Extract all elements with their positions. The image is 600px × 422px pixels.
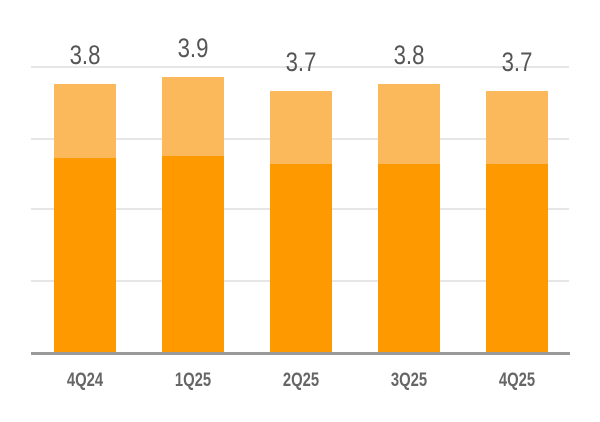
total-value-label: 3.7	[285, 47, 317, 78]
bar-segment-upper	[54, 83, 116, 159]
bar-segment-upper	[162, 76, 224, 157]
total-value-label: 3.8	[69, 39, 101, 70]
x-axis-tick-label: 1Q25	[174, 370, 212, 391]
total-value-label: 3.8	[393, 39, 425, 70]
bar-segment-lower	[486, 163, 548, 353]
total-value-label: 3.9	[177, 32, 209, 63]
bar-2q25	[270, 91, 332, 353]
x-axis-line	[31, 352, 570, 355]
bar-segment-upper	[270, 91, 332, 164]
x-axis-tick-label: 3Q25	[390, 370, 428, 391]
bar-4q25	[486, 91, 548, 353]
bar-3q25	[378, 83, 440, 353]
bar-segment-upper	[486, 91, 548, 164]
bar-segment-upper	[378, 83, 440, 164]
bar-segment-lower	[270, 163, 332, 353]
x-axis-tick-label: 2Q25	[282, 370, 320, 391]
x-axis-tick-label: 4Q25	[498, 370, 536, 391]
bar-4q24	[54, 83, 116, 353]
bar-segment-lower	[162, 156, 224, 353]
bar-segment-lower	[54, 158, 116, 353]
gridline-4	[31, 66, 569, 68]
bar-1q25	[162, 76, 224, 353]
total-value-label: 3.7	[501, 47, 533, 78]
bar-segment-lower	[378, 163, 440, 353]
x-axis-tick-label: 4Q24	[66, 370, 104, 391]
